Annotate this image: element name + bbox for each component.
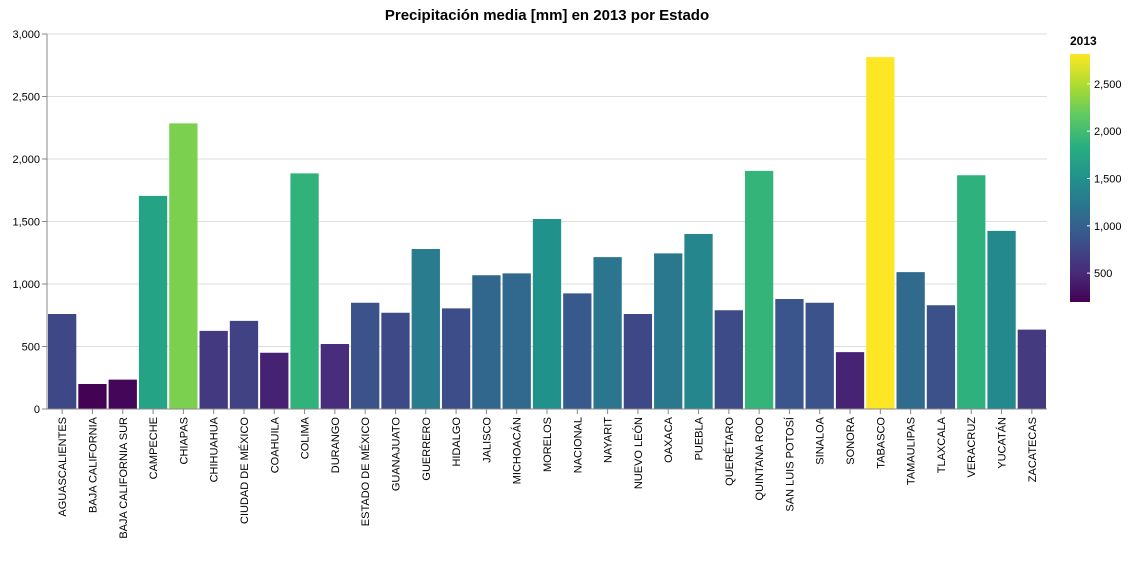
y-axis: 0 500 1,000 1,500 2,000 2,500 3,000 [12, 29, 48, 416]
bars [48, 57, 1046, 409]
bar[interactable] [744, 170, 774, 409]
x-tick-label: MICHOACÁN [511, 417, 524, 484]
x-tick-label: MORELOS [542, 417, 554, 472]
x-tick-label: YUCATÁN [996, 417, 1009, 469]
x-tick-label: ZACATECAS [1027, 417, 1039, 482]
bar[interactable] [502, 273, 531, 409]
legend-tick-label: 500 [1094, 268, 1112, 280]
bar[interactable] [1017, 329, 1046, 409]
x-tick-label: ESTADO DE MÉXICO [359, 417, 372, 527]
bar[interactable] [48, 314, 77, 409]
x-tick-label: JALISCO [481, 417, 493, 463]
bar[interactable] [866, 57, 895, 409]
y-tick-label: 1,000 [12, 279, 40, 291]
x-tick-label: VERACRUZ [966, 417, 978, 478]
x-tick-label: DURANGO [330, 417, 342, 474]
x-tick-label: TABASCO [875, 417, 887, 469]
bar[interactable] [229, 320, 259, 409]
bar[interactable] [381, 312, 410, 409]
bar[interactable] [320, 344, 350, 409]
bar[interactable] [411, 249, 440, 409]
bar[interactable] [987, 230, 1016, 409]
bar[interactable] [896, 272, 925, 409]
bar[interactable] [926, 305, 956, 409]
bar[interactable] [593, 257, 622, 409]
x-tick-label: SAN LUIS POTOSÍ [783, 416, 796, 511]
chart-title: Precipitación media [mm] en 2013 por Est… [385, 7, 709, 24]
bar[interactable] [138, 195, 168, 409]
x-tick-label: AGUASCALIENTES [57, 417, 69, 517]
y-tick-label: 2,000 [12, 154, 40, 166]
x-tick-label: BAJA CALIFORNIA SUR [118, 417, 130, 539]
x-tick-label: SINALOA [815, 416, 827, 464]
x-tick-label: GUANAJUATO [390, 417, 402, 492]
bar[interactable] [78, 384, 107, 409]
bar[interactable] [290, 173, 319, 409]
bar[interactable] [260, 352, 289, 409]
y-tick-label: 500 [22, 342, 40, 354]
x-tick-label: TAMAULIPAS [906, 417, 918, 485]
bar[interactable] [957, 175, 986, 409]
legend-colorbar [1070, 54, 1090, 302]
bar[interactable] [441, 308, 471, 409]
x-tick-label: COLIMA [300, 416, 312, 459]
x-tick-label: NAYARIT [603, 417, 615, 463]
x-tick-label: TLAXCALA [936, 416, 948, 473]
bar[interactable] [684, 234, 713, 409]
bar[interactable] [472, 275, 501, 409]
bar[interactable] [623, 314, 653, 409]
x-tick-label: SONORA [845, 416, 857, 464]
x-tick-label: COAHUILA [269, 416, 281, 473]
y-tick-label: 1,500 [12, 217, 40, 229]
legend-ticks: 500 1,000 1,500 2,000 2,500 [1087, 79, 1122, 280]
color-legend: 2013 500 1,000 1,500 2,000 2,500 [1070, 34, 1122, 302]
bar[interactable] [835, 352, 865, 409]
x-tick-label: BAJA CALIFORNIA [87, 416, 99, 513]
bar[interactable] [563, 293, 592, 409]
legend-tick-label: 1,500 [1094, 173, 1122, 185]
x-tick-label: NACIONAL [572, 417, 584, 473]
legend-tick-label: 2,500 [1094, 79, 1122, 91]
x-tick-label: CHIAPAS [178, 417, 190, 464]
x-axis: AGUASCALIENTES BAJA CALIFORNIA BAJA CALIFO… [47, 408, 1047, 539]
bar[interactable] [805, 302, 834, 409]
bar[interactable] [775, 299, 804, 409]
x-tick-label: CAMPECHE [148, 417, 160, 479]
x-tick-label: CIUDAD DE MÉXICO [238, 417, 251, 524]
x-tick-label: OAXACA [663, 416, 675, 463]
y-tick-label: 0 [34, 404, 40, 416]
legend-tick-label: 2,000 [1094, 126, 1122, 138]
y-tick-label: 3,000 [12, 29, 40, 41]
bar[interactable] [351, 302, 380, 409]
x-tick-label: GUERRERO [421, 417, 433, 481]
bar[interactable] [532, 219, 562, 409]
bar[interactable] [108, 379, 137, 409]
y-tick-label: 2,500 [12, 92, 40, 104]
bar[interactable] [169, 123, 198, 409]
x-tick-label: HIDALGO [451, 417, 463, 467]
bar[interactable] [199, 330, 228, 409]
x-tick-label: QUERÉTARO [723, 417, 736, 486]
x-tick-label: QUINTANA ROO [754, 417, 766, 501]
x-tick-label: CHIHUAHUA [209, 416, 221, 482]
legend-title: 2013 [1070, 34, 1097, 48]
legend-tick-label: 1,000 [1094, 221, 1122, 233]
bar[interactable] [714, 310, 743, 409]
bar[interactable] [654, 253, 683, 409]
x-tick-label: PUEBLA [694, 416, 706, 460]
x-tick-label: NUEVO LEÓN [632, 417, 645, 489]
